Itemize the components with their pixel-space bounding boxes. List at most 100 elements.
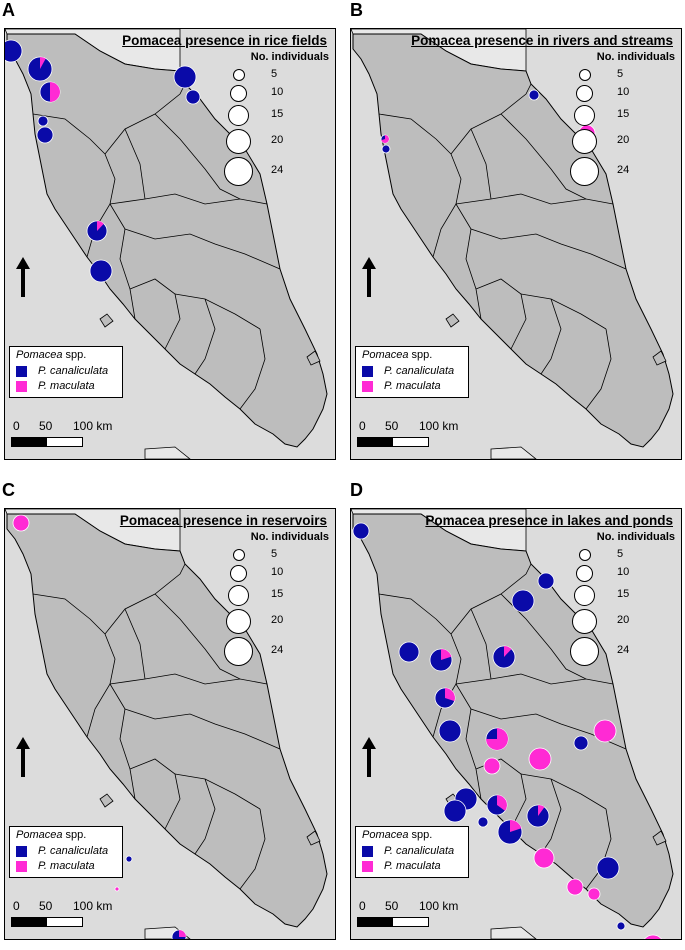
sample-point [528,89,540,101]
state-border [239,808,266,890]
map-panel-a: Pomacea presence in rice fields No. indi… [4,28,336,460]
sample-point [587,887,601,901]
sample-point [573,735,589,751]
size-label-24: 24 [617,644,630,656]
size-circle-15 [228,105,249,126]
scale-label-0: 0 [359,899,366,913]
sample-point-maculata [50,82,60,102]
size-legend-header: No. individuals [250,531,329,543]
scale-bar: 0 50 100 km [9,419,121,453]
size-legend: No. individuals 5 10 15 20 24 [565,51,675,211]
swatch-canaliculata [362,846,373,857]
species-legend-header: Pomacea spp. [16,349,87,361]
size-circle-15 [574,105,595,126]
sample-point-maculata [179,930,186,937]
sample-point-maculata [486,728,508,750]
island [490,446,537,459]
island [99,313,114,328]
sample-point [89,259,113,283]
state-border [520,773,607,810]
size-label-20: 20 [271,614,284,626]
panel-title: Pomacea presence in lakes and ponds [425,513,673,528]
state-border [540,298,562,375]
island [99,793,114,808]
map-panel-d: Pomacea presence in lakes and ponds No. … [350,508,682,940]
size-legend-header: No. individuals [596,51,675,63]
size-circle-24 [224,637,253,666]
state-border [154,113,241,200]
size-circle-15 [574,585,595,606]
legend-label-canaliculata: P. canaliculata [384,845,455,857]
sample-point-maculata [441,649,452,660]
sample-point [511,589,535,613]
sample-point [173,65,197,89]
state-border [119,708,136,800]
scale-label-50: 50 [39,419,53,433]
sample-point-maculata [510,820,522,832]
map-panel-c: Pomacea presence in reservoirs No. indiv… [4,508,336,940]
size-label-20: 20 [617,614,630,626]
swatch-canaliculata [362,366,373,377]
size-label-20: 20 [271,134,284,146]
scale-bar: 0 50 100 km [355,419,467,453]
state-border [174,293,261,330]
size-legend: No. individuals 5 10 15 20 24 [219,51,329,211]
state-border [109,673,268,685]
state-border [32,113,106,155]
scale-bar-graphic [357,437,429,447]
size-label-24: 24 [617,164,630,176]
species-legend-header: Pomacea spp. [362,829,433,841]
sample-point [185,89,201,105]
legend-label-maculata: P. maculata [384,860,441,872]
sample-point [596,856,620,880]
panel-title: Pomacea presence in rivers and streams [411,33,673,48]
island [306,830,321,846]
scale-label-100: 100 km [419,419,459,433]
legend-label-maculata: P. maculata [38,380,95,392]
scale-bar: 0 50 100 km [355,899,467,933]
size-label-20: 20 [617,134,630,146]
north-arrow-icon [362,257,376,297]
sample-point [381,144,391,154]
state-border [465,228,482,320]
island [490,926,537,939]
size-label-15: 15 [617,108,630,120]
legend-label-canaliculata: P. canaliculata [38,845,109,857]
size-circle-24 [570,637,599,666]
scale-bar-graphic [11,437,83,447]
peninsula-land [6,33,328,448]
size-circle-10 [576,85,593,102]
state-border [585,808,612,890]
scale-label-0: 0 [359,419,366,433]
species-legend-header: Pomacea spp. [362,349,433,361]
size-circle-10 [576,565,593,582]
panel-letter-a: A [2,0,15,20]
scale-label-50: 50 [385,419,399,433]
swatch-canaliculata [16,366,27,377]
legend-label-maculata: P. maculata [38,860,95,872]
sample-point [477,816,489,828]
size-label-24: 24 [271,164,284,176]
island [306,350,321,366]
size-legend: No. individuals 5 10 15 20 24 [565,531,675,691]
sample-point [352,522,370,540]
sample-point-maculata [504,646,512,657]
scale-label-0: 0 [13,419,20,433]
island [445,313,460,328]
state-border [470,608,492,680]
size-label-24: 24 [271,644,284,656]
size-label-15: 15 [617,588,630,600]
sample-point [644,934,662,939]
sample-point-maculata [497,795,507,811]
scale-label-50: 50 [385,899,399,913]
peninsula-land [352,513,674,928]
scale-bar-graphic [357,917,429,927]
scale-label-50: 50 [39,899,53,913]
state-border [32,593,106,635]
state-border [124,128,146,200]
state-border [378,113,452,155]
legend-label-maculata: P. maculata [384,380,441,392]
size-legend-header: No. individuals [596,531,675,543]
panel-letter-b: B [350,0,363,20]
north-arrow-icon [16,737,30,777]
